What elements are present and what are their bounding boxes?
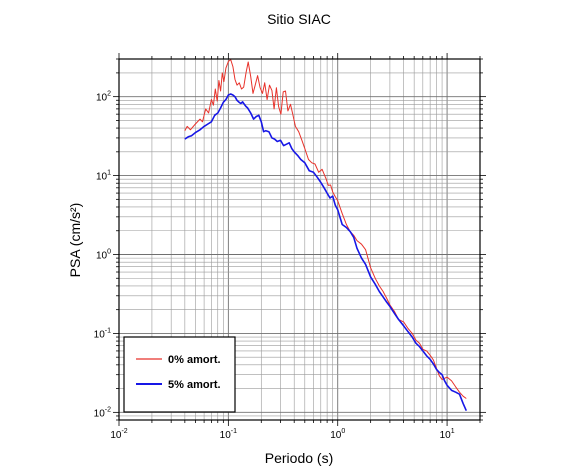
series-line-0 [184, 59, 467, 399]
x-tick-label-1: 10-1 [220, 428, 237, 441]
legend-label-0-amort: 0% amort. [168, 354, 221, 366]
series-line-1 [184, 93, 468, 412]
y-tick-label-1: 10-1 [94, 327, 111, 340]
y-tick-label-2: 100 [96, 249, 111, 262]
x-tick-label-3: 101 [440, 428, 455, 441]
legend-label-5-amort: 5% amort. [168, 379, 221, 391]
plot-frame [118, 58, 481, 421]
chart-title: Sitio SIAC [267, 11, 331, 27]
y-tick-labels: 10-2 10-1 100 101 102 [94, 91, 111, 420]
y-tick-label-0: 10-2 [94, 406, 111, 419]
y-axis-label: PSA (cm/s²) [67, 203, 83, 278]
y-tick-label-4: 102 [96, 91, 111, 104]
legend-box [123, 336, 236, 413]
series-group [184, 59, 468, 412]
x-tick-label-0: 10-2 [110, 428, 127, 441]
y-tick-label-3: 101 [96, 170, 111, 183]
legend: 0% amort. 5% amort. [123, 336, 236, 413]
grid [118, 58, 481, 421]
x-tick-label-2: 100 [330, 428, 345, 441]
x-axis-label: Periodo (s) [265, 450, 333, 466]
x-tick-labels: 10-2 10-1 100 101 [110, 428, 454, 441]
